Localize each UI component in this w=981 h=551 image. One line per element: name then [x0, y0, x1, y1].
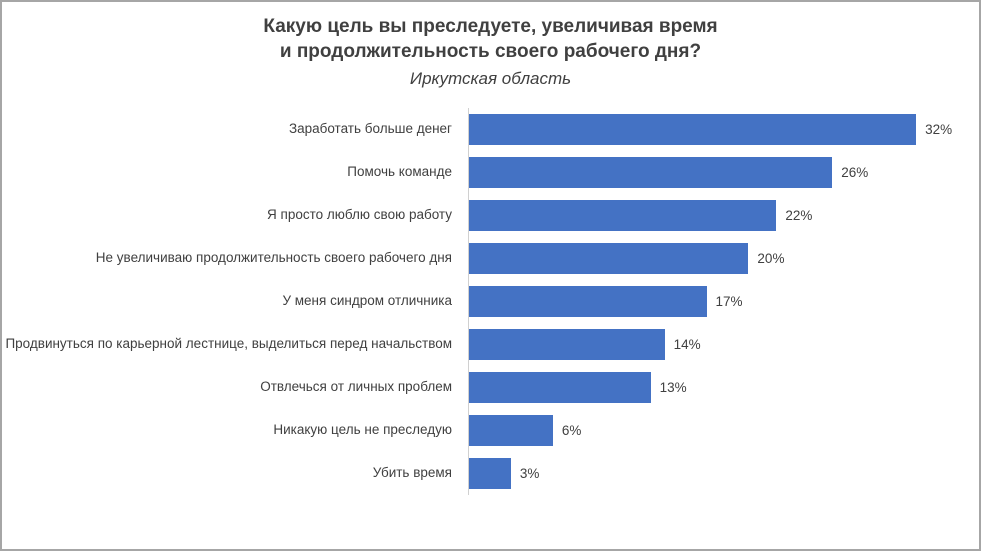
category-label: Не увеличиваю продолжительность своего р… — [95, 250, 452, 266]
bar — [469, 415, 553, 447]
bar-track: 14% — [468, 323, 965, 367]
chart-row: Не увеличиваю продолжительность своего р… — [2, 237, 965, 281]
bar-chart: Заработать больше денег 32% Помочь команде… — [2, 108, 979, 496]
bar-track: 20% — [468, 237, 965, 281]
bar — [469, 243, 749, 275]
category-label: Убить время — [372, 465, 452, 481]
value-label: 32% — [925, 122, 953, 138]
chart-row: Убить время 3% — [2, 452, 965, 496]
bar-track: 13% — [468, 366, 965, 410]
bar — [469, 200, 777, 232]
bar-track: 6% — [468, 409, 965, 453]
bar-track: 3% — [468, 452, 965, 496]
value-label: 3% — [519, 466, 540, 482]
bar — [469, 458, 511, 490]
chart-title: Какую цель вы преследуете, увеличивая вр… — [263, 16, 718, 63]
chart-subtitle: Иркутская область — [409, 69, 572, 89]
chart-row: Никакую цель не преследую 6% — [2, 409, 965, 453]
value-label: 20% — [757, 251, 785, 267]
category-label: Я просто люблю свою работу — [267, 207, 452, 223]
bar-track: 22% — [468, 194, 965, 238]
chart-row: Отвлечься от личных проблем 13% — [2, 366, 965, 410]
value-label: 13% — [659, 380, 687, 396]
value-label: 17% — [715, 294, 743, 310]
chart-row: Продвинуться по карьерной лестнице, выде… — [2, 323, 965, 367]
bar — [469, 157, 833, 189]
bar — [469, 372, 651, 404]
value-label: 6% — [561, 423, 582, 439]
bar-track: 32% — [468, 108, 965, 152]
bar-track: 17% — [468, 280, 965, 324]
bar-rows: Заработать больше денег 32% Помочь команде… — [2, 108, 965, 496]
category-label: Помочь команде — [347, 164, 452, 180]
bar-track: 26% — [468, 151, 965, 195]
chart-header: Какую цель вы преследуете, увеличивая вр… — [76, 14, 906, 90]
chart-row: Помочь команде 26% — [2, 151, 965, 195]
value-label: 26% — [841, 165, 869, 181]
value-label: 14% — [673, 337, 701, 353]
category-label: Продвинуться по карьерной лестнице, выде… — [5, 336, 452, 352]
chart-row: Заработать больше денег 32% — [2, 108, 965, 152]
bar — [469, 286, 707, 318]
category-label: Никакую цель не преследую — [273, 422, 452, 438]
bar — [469, 329, 665, 361]
category-label: Заработать больше денег — [288, 121, 452, 137]
category-label: Отвлечься от личных проблем — [260, 379, 452, 395]
category-label: У меня синдром отличника — [282, 293, 452, 309]
chart-row: Я просто люблю свою работу 22% — [2, 194, 965, 238]
value-label: 22% — [785, 208, 813, 224]
bar — [469, 114, 917, 146]
chart-row: У меня синдром отличника 17% — [2, 280, 965, 324]
